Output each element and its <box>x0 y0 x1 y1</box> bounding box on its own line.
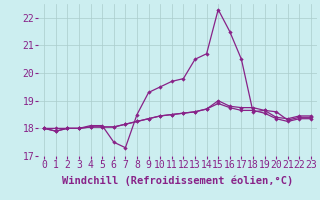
X-axis label: Windchill (Refroidissement éolien,°C): Windchill (Refroidissement éolien,°C) <box>62 176 293 186</box>
